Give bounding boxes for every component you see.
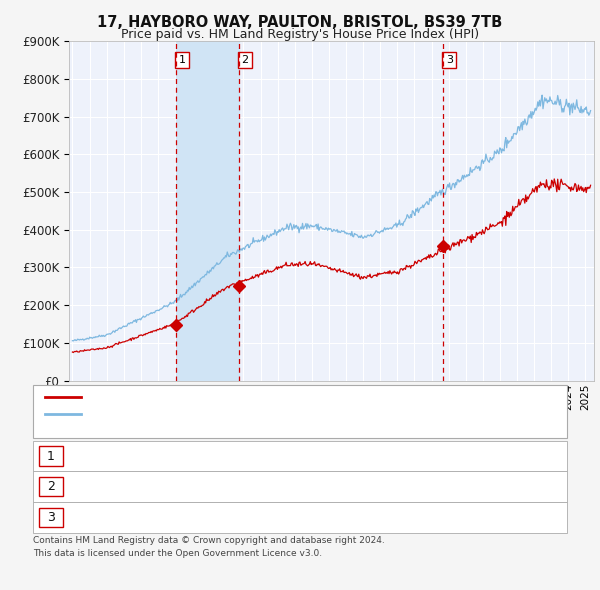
Text: 26-JAN-2001: 26-JAN-2001	[83, 450, 157, 463]
Bar	[176, 41, 239, 381]
Text: 2: 2	[47, 480, 55, 493]
Text: £250,000: £250,000	[248, 480, 304, 493]
Text: 31% ↓ HPI: 31% ↓ HPI	[401, 511, 463, 524]
Text: This data is licensed under the Open Government Licence v3.0.: This data is licensed under the Open Gov…	[33, 549, 322, 558]
Text: 3: 3	[446, 55, 453, 65]
Text: 3: 3	[47, 511, 55, 524]
Text: 1: 1	[179, 55, 186, 65]
Text: 1: 1	[47, 450, 55, 463]
Text: 17, HAYBORO WAY, PAULTON, BRISTOL, BS39 7TB (detached house): 17, HAYBORO WAY, PAULTON, BRISTOL, BS39 …	[87, 392, 464, 402]
Text: Contains HM Land Registry data © Crown copyright and database right 2024.: Contains HM Land Registry data © Crown c…	[33, 536, 385, 545]
Text: 17, HAYBORO WAY, PAULTON, BRISTOL, BS39 7TB: 17, HAYBORO WAY, PAULTON, BRISTOL, BS39 …	[97, 15, 503, 30]
Text: HPI: Average price, detached house, Bath and North East Somerset: HPI: Average price, detached house, Bath…	[87, 409, 463, 418]
Text: Price paid vs. HM Land Registry's House Price Index (HPI): Price paid vs. HM Land Registry's House …	[121, 28, 479, 41]
Text: 06-SEP-2016: 06-SEP-2016	[83, 511, 157, 524]
Text: £147,950: £147,950	[248, 450, 304, 463]
Text: 23-SEP-2004: 23-SEP-2004	[83, 480, 157, 493]
Text: 2: 2	[241, 55, 248, 65]
Text: 29% ↓ HPI: 29% ↓ HPI	[401, 450, 463, 463]
Text: 25% ↓ HPI: 25% ↓ HPI	[401, 480, 463, 493]
Text: £357,500: £357,500	[248, 511, 304, 524]
